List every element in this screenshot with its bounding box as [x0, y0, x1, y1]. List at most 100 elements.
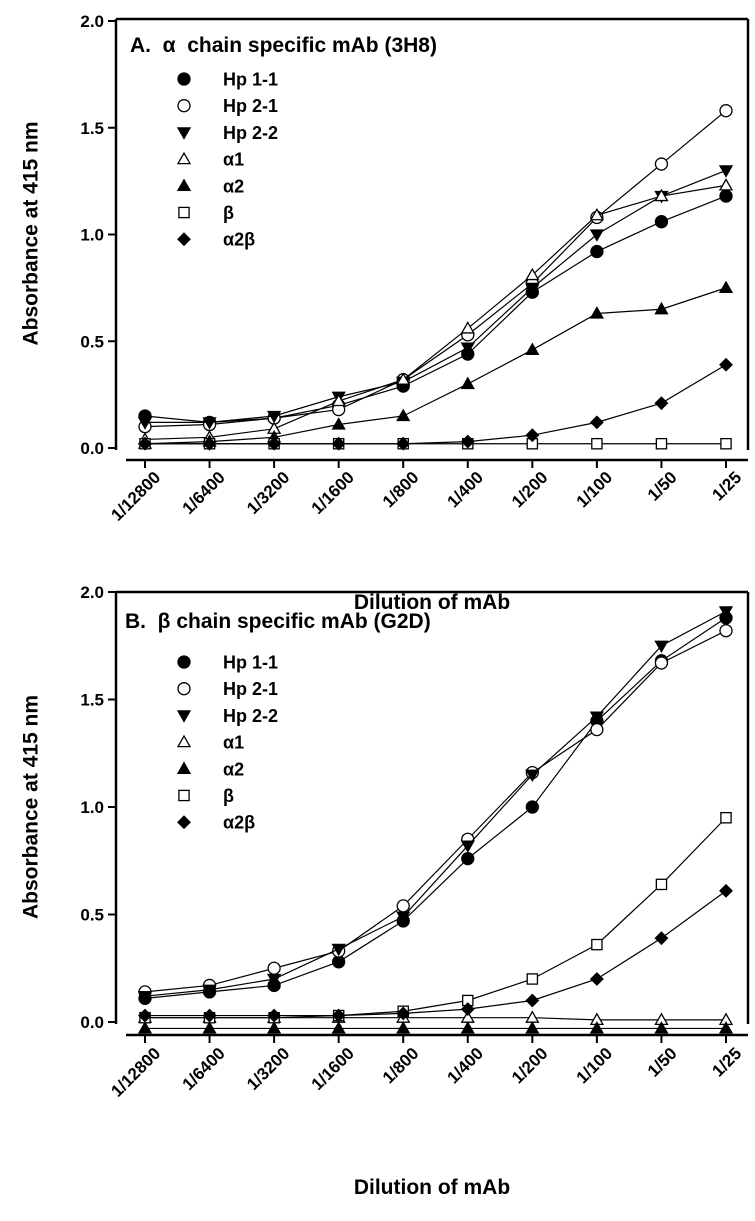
data-point	[525, 800, 539, 814]
x-tick-label: 1/1600	[308, 1044, 358, 1094]
data-point	[718, 1021, 734, 1034]
data-point	[202, 417, 217, 430]
data-point	[460, 1021, 475, 1034]
data-point	[460, 434, 475, 449]
legend-marker	[176, 761, 192, 774]
data-point	[655, 437, 668, 450]
data-point	[654, 656, 669, 670]
data-point	[654, 931, 669, 946]
x-tick-label: 1/6400	[179, 1044, 229, 1094]
data-point	[719, 883, 733, 898]
panel-b-chart: 0.0 0.5 1.0 1.5 2.0 1/12800 1/6400 1/3200 1/1600…	[19, 583, 750, 1199]
series-hp-2-2	[137, 606, 734, 1004]
data-point	[654, 396, 669, 411]
data-point	[202, 984, 217, 998]
legend-label: α2β	[223, 230, 255, 250]
legend-label: Hp 2-2	[223, 123, 278, 143]
data-point	[590, 722, 604, 737]
x-tick-label: 1/400	[444, 1044, 488, 1088]
y-tick-label: 1.0	[80, 226, 104, 245]
series-line	[144, 287, 727, 445]
series-beta	[139, 812, 732, 1024]
x-tick-label: 1/50	[644, 1044, 681, 1081]
data-point	[396, 1021, 411, 1034]
data-point	[331, 1021, 346, 1034]
y-tick-label: 1.0	[80, 798, 104, 817]
data-point	[396, 911, 411, 924]
series-hp-1-1	[138, 189, 733, 430]
data-point	[460, 376, 475, 390]
data-point	[525, 282, 540, 296]
legend-label: α2	[223, 176, 244, 196]
series-line	[144, 617, 727, 999]
y-tick-label: 1.5	[80, 119, 104, 138]
series-line	[145, 364, 727, 445]
x-tick-label: 1/3200	[243, 1044, 293, 1094]
data-point	[396, 436, 411, 451]
series-line	[144, 195, 727, 423]
x-tick-label: 1/25	[708, 1044, 745, 1081]
data-point	[719, 624, 733, 638]
legend-marker	[176, 710, 192, 723]
data-point	[589, 972, 604, 986]
data-point	[396, 372, 411, 385]
data-point	[267, 961, 281, 975]
data-point	[718, 165, 734, 178]
legend-label: α2β	[223, 813, 255, 833]
x-tick-label: 1/200	[508, 1044, 552, 1088]
data-point	[525, 342, 540, 355]
x-tick-label: 1/1600	[308, 468, 358, 518]
data-point	[138, 436, 152, 451]
x-tick-label: 1/800	[379, 468, 423, 512]
data-point	[718, 606, 734, 619]
data-point	[719, 104, 733, 118]
data-point	[461, 851, 475, 866]
data-point	[591, 437, 603, 450]
panel-a-chart: 0.0 0.5 1.0 1.5 2.0 1/12800 1/6400 1/3200 1/1600…	[19, 12, 750, 614]
x-tick-label: 1/100	[573, 468, 617, 512]
data-point	[654, 188, 669, 202]
data-point	[460, 840, 475, 854]
series-line	[145, 817, 727, 1019]
legend-label: Hp 2-1	[223, 679, 278, 699]
data-point	[137, 1021, 153, 1034]
data-point	[719, 189, 733, 203]
data-point	[138, 1008, 152, 1023]
panel-title: B. β chain specific mAb (G2D)	[125, 610, 431, 633]
y-tick-label: 2.0	[80, 12, 104, 31]
data-point	[525, 1010, 540, 1023]
data-point	[654, 640, 669, 654]
x-axis-title: Dilution of mAb	[354, 591, 510, 614]
y-tick-label: 0.5	[80, 906, 104, 925]
x-tick-label: 1/100	[573, 1044, 617, 1088]
data-point	[525, 769, 540, 783]
legend-label: α2	[223, 759, 244, 779]
legend-marker	[177, 655, 191, 669]
legend-marker	[176, 151, 192, 165]
legend-marker	[177, 232, 191, 247]
data-point	[720, 437, 732, 450]
x-tick-label: 1/400	[444, 468, 488, 512]
legend-marker	[178, 206, 190, 219]
y-tick-label: 0.0	[80, 439, 104, 458]
x-tick-label: 1/25	[708, 468, 745, 505]
data-point	[525, 1021, 540, 1034]
data-point	[719, 357, 733, 372]
legend-marker	[177, 815, 191, 830]
legend-marker	[176, 127, 192, 140]
x-tick-label: 1/12800	[107, 468, 164, 525]
series-alpha2beta	[138, 883, 733, 1023]
x-tick-label: 1/800	[379, 1044, 423, 1088]
series-line	[144, 630, 727, 993]
data-point	[331, 393, 346, 407]
x-tick-label: 1/200	[508, 468, 552, 512]
data-point	[266, 973, 282, 987]
legend-marker	[176, 734, 192, 748]
data-point	[331, 417, 346, 430]
data-point	[589, 306, 605, 319]
y-tick-label: 1.5	[80, 691, 104, 710]
legend-label: Hp 1-1	[223, 70, 278, 90]
x-tick-label: 1/3200	[243, 468, 293, 518]
data-point	[589, 229, 605, 242]
data-point	[396, 1006, 411, 1021]
